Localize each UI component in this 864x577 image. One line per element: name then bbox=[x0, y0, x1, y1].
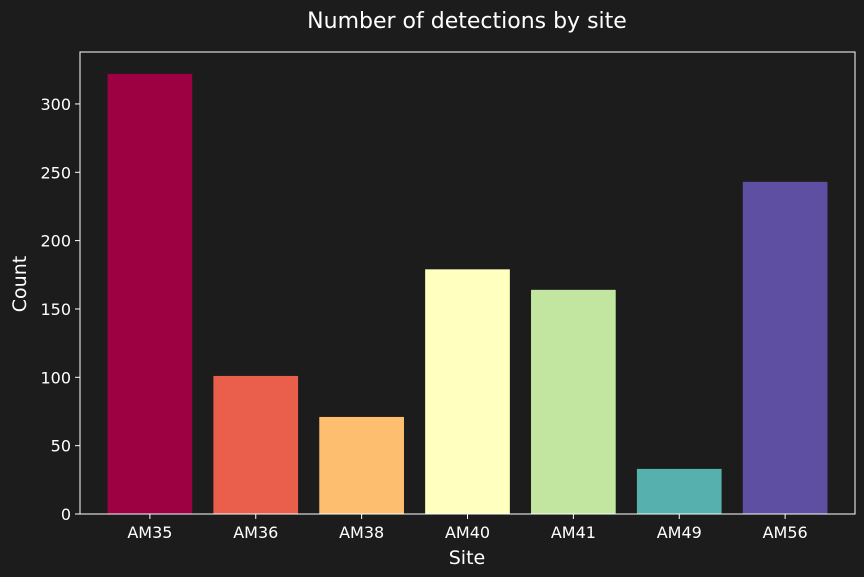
x-axis-ticks: AM35 AM36 AM38 AM40 AM41 AM49 AM56 bbox=[127, 514, 808, 542]
x-tick-label: AM56 bbox=[763, 523, 808, 542]
bar-am49 bbox=[636, 468, 722, 514]
y-tick-label: 150 bbox=[40, 300, 71, 319]
x-tick-label: AM38 bbox=[339, 523, 384, 542]
plot-frame bbox=[79, 51, 856, 515]
y-tick-label: 0 bbox=[61, 505, 71, 524]
y-tick-label: 300 bbox=[40, 95, 71, 114]
y-tick-label: 250 bbox=[40, 163, 71, 182]
x-tick-label: AM41 bbox=[551, 523, 596, 542]
bars-group bbox=[107, 73, 828, 515]
x-tick-label: AM40 bbox=[445, 523, 490, 542]
y-tick-label: 200 bbox=[40, 232, 71, 251]
x-tick-label: AM49 bbox=[657, 523, 702, 542]
y-axis-label: Count bbox=[9, 256, 31, 312]
bar-am56 bbox=[742, 181, 828, 514]
bar-am35 bbox=[107, 73, 193, 515]
chart-title: Number of detections by site bbox=[307, 9, 627, 34]
y-tick-label: 100 bbox=[40, 368, 71, 387]
bar-am41 bbox=[531, 289, 616, 514]
x-tick-label: AM35 bbox=[127, 523, 172, 542]
bar-am36 bbox=[213, 375, 299, 514]
bar-am40 bbox=[425, 269, 510, 514]
y-axis-ticks: 0 50 100 150 200 250 300 bbox=[40, 95, 80, 524]
x-axis-label: Site bbox=[449, 547, 485, 569]
x-tick-label: AM36 bbox=[233, 523, 278, 542]
bar-am38 bbox=[319, 416, 404, 514]
y-tick-label: 50 bbox=[51, 437, 71, 456]
